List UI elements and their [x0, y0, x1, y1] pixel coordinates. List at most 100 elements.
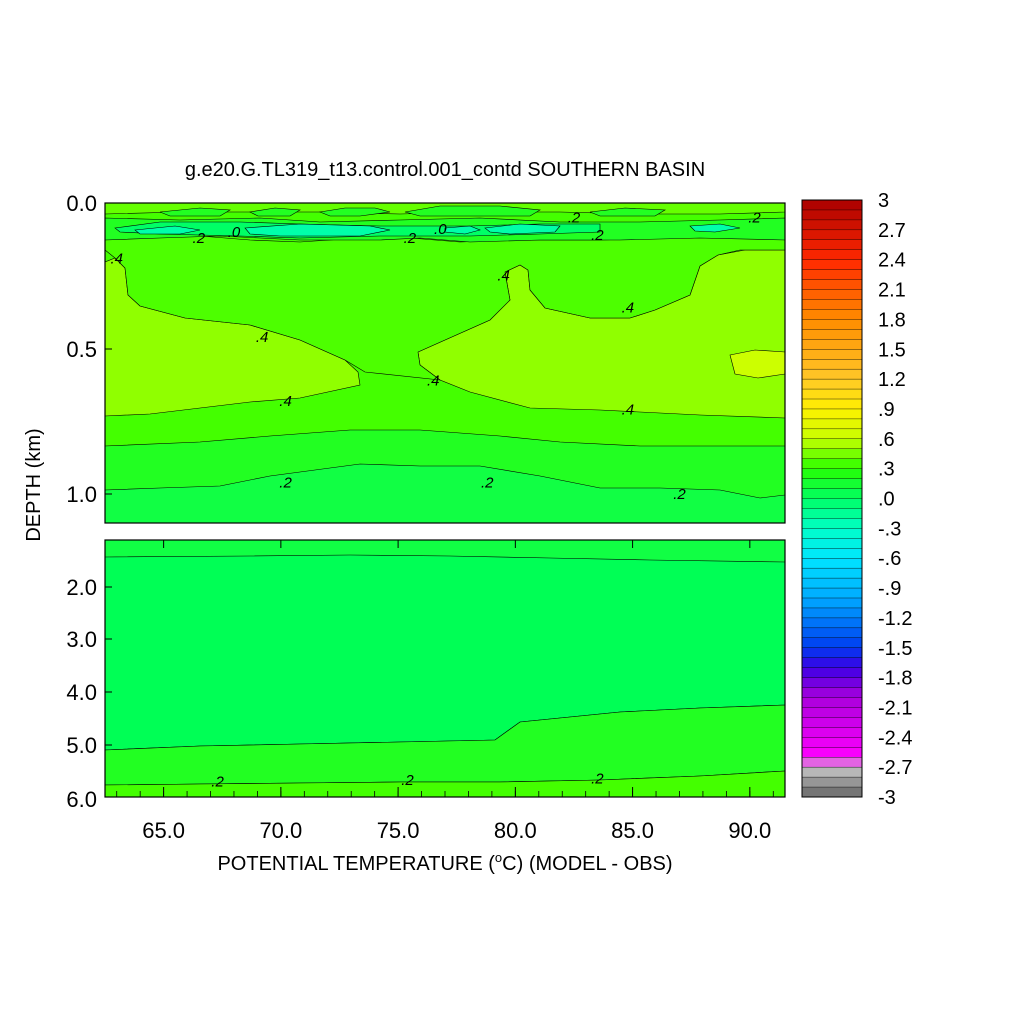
contour-band-neg — [689, 223, 741, 233]
contour-label: .2 — [211, 773, 224, 790]
colorbar-swatch — [801, 468, 863, 480]
colorbar-swatch — [801, 329, 863, 340]
colorbar-label: 2.7 — [878, 220, 906, 242]
colorbar-label: -.6 — [878, 548, 901, 570]
contour-label: .2 — [401, 772, 414, 789]
colorbar-swatch — [801, 518, 863, 529]
contour-label: .4 — [622, 300, 635, 317]
colorbar-swatch — [801, 707, 863, 718]
colorbar-swatch — [801, 597, 863, 609]
colorbar-swatch — [801, 408, 863, 420]
contour-band-neg — [244, 223, 391, 237]
colorbar-swatch — [801, 299, 863, 310]
colorbar-swatch — [801, 249, 863, 261]
colorbar-swatch — [801, 538, 863, 549]
colorbar-swatch — [801, 418, 863, 430]
colorbar-swatch — [801, 239, 863, 251]
contour-label: .2 — [591, 771, 604, 788]
colorbar-swatch — [801, 637, 863, 649]
colorbar-label: -2.7 — [878, 757, 912, 779]
lower-panel-contours — [105, 540, 785, 797]
colorbar-swatch — [801, 378, 863, 390]
x-axis-label: POTENTIAL TEMPERATURE (oC) (MODEL - OBS) — [217, 850, 672, 875]
colorbar-swatch — [801, 388, 863, 400]
contour-label: .2 — [279, 474, 292, 491]
colorbar-swatch — [801, 488, 863, 499]
colorbar-swatch — [801, 289, 863, 300]
colorbar-swatch — [801, 219, 863, 231]
colorbar-label: -1.8 — [878, 668, 912, 690]
colorbar-label: -2.4 — [878, 727, 912, 749]
colorbar-swatch — [801, 438, 863, 450]
x-axis-label-part: C) (MODEL - OBS) — [502, 853, 672, 875]
x-axis-label-superscript: o — [495, 850, 502, 865]
colorbar-swatch — [801, 677, 863, 689]
contour-band-0.2-0.3 — [105, 770, 785, 797]
contour-label: .2 — [404, 230, 417, 247]
contour-label: .0 — [434, 221, 447, 238]
colorbar-swatch — [801, 737, 863, 748]
x-axis: 65.0 70.0 75.0 80.0 85.0 90.0 — [142, 540, 771, 843]
contour-label: .4 — [110, 250, 123, 267]
upper-panel-contours — [105, 203, 785, 523]
colorbar-swatch — [801, 587, 863, 599]
y-tick-label: 6.0 — [66, 787, 97, 812]
contour-band-0.0-0.1 — [105, 463, 785, 523]
colorbar-swatch — [801, 697, 863, 708]
contour-band-0.1-0.2 — [249, 207, 301, 217]
colorbar-swatch — [801, 339, 863, 350]
colorbar-swatch — [801, 229, 863, 241]
contour-band-0.1-0.2 — [159, 207, 231, 217]
colorbar-label: -3 — [878, 787, 896, 809]
colorbar-swatch — [801, 757, 863, 768]
contour-label: .2 — [748, 210, 761, 227]
contour-label: .0 — [228, 224, 241, 241]
x-tick-label: 75.0 — [377, 818, 420, 843]
colorbar-label: .6 — [878, 429, 895, 451]
colorbar-swatch — [801, 368, 863, 380]
colorbar-swatch — [801, 508, 863, 519]
colorbar-swatch — [801, 747, 863, 758]
colorbar-label: 3 — [878, 190, 889, 212]
colorbar-swatch — [801, 567, 863, 579]
contour-band-0.1-0.2 — [404, 205, 541, 217]
colorbar-swatch — [801, 319, 863, 330]
y-tick-label: 1.0 — [66, 482, 97, 507]
contour-band-neg — [444, 225, 481, 235]
x-tick-label: 70.0 — [259, 818, 302, 843]
colorbar-label: .3 — [878, 459, 895, 481]
upper-y-axis: 0.0 0.5 1.0 — [66, 191, 112, 507]
y-tick-label: 0.5 — [66, 337, 97, 362]
contour-band-0.3-0.4 — [105, 235, 785, 381]
colorbar-swatch — [801, 786, 863, 798]
colorbar-label: .9 — [878, 399, 895, 421]
colorbar-swatch — [801, 548, 863, 559]
colorbar-label: .0 — [878, 489, 895, 511]
colorbar-swatch — [801, 259, 863, 271]
colorbar-label: -2.1 — [878, 697, 912, 719]
colorbar-swatch — [801, 528, 863, 539]
upper-panel-frame — [104, 202, 786, 524]
colorbar-frame — [801, 199, 863, 798]
x-axis-label-part: POTENTIAL TEMPERATURE ( — [217, 853, 495, 875]
contour-band-neg — [134, 225, 201, 235]
lower-y-axis: 2.0 3.0 4.0 5.0 6.0 — [66, 575, 112, 812]
y-axis-label: DEPTH (km) — [23, 428, 45, 541]
colorbar-label: 2.4 — [878, 250, 906, 272]
colorbar-swatch — [801, 558, 863, 569]
contour-label: .4 — [427, 372, 440, 389]
x-tick-label: 80.0 — [494, 818, 537, 843]
colorbar-swatch — [801, 209, 863, 221]
y-tick-label: 2.0 — [66, 575, 97, 600]
colorbar-swatch — [801, 657, 863, 669]
colorbar-swatch — [801, 349, 863, 360]
colorbar-label: -.9 — [878, 578, 901, 600]
colorbar-swatch — [801, 478, 863, 490]
contour-band-0.1-0.2 — [589, 207, 667, 217]
contour-label: .4 — [256, 329, 269, 346]
colorbar-swatch — [801, 687, 863, 698]
y-tick-label: 4.0 — [66, 680, 97, 705]
colorbar-swatch — [801, 717, 863, 728]
contour-label: .2 — [568, 210, 581, 227]
